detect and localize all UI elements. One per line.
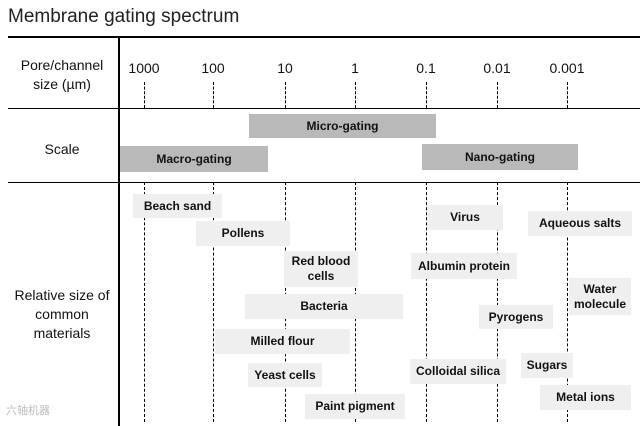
tick-label: 1000 bbox=[128, 60, 160, 76]
material-label-yeast-cells: Yeast cells bbox=[248, 363, 322, 387]
dashed-guide-lower bbox=[144, 182, 145, 422]
row-divider-1 bbox=[8, 108, 640, 109]
row-label-size: Pore/channel size (µm) bbox=[20, 57, 104, 92]
material-label-beach-sand: Beach sand bbox=[133, 194, 222, 218]
row-label-scale: Scale bbox=[44, 141, 80, 157]
micro-gating-bar: Micro-gating bbox=[249, 114, 436, 138]
material-label-colloidal-silica: Colloidal silica bbox=[410, 359, 506, 384]
dashed-guide-upper bbox=[213, 82, 214, 108]
tick-label: 100 bbox=[201, 60, 225, 76]
tick-label: 0.01 bbox=[483, 60, 511, 76]
tick-label: 0.1 bbox=[416, 60, 436, 76]
watermark: 六轴机器 bbox=[6, 405, 50, 417]
material-label-milled-flour: Milled flour bbox=[215, 329, 350, 354]
material-label-bacteria: Bacteria bbox=[245, 294, 403, 319]
material-label-red-blood-cells: Red blood cells bbox=[284, 251, 358, 287]
dashed-guide-lower bbox=[426, 182, 427, 422]
material-label-paint-pigment: Paint pigment bbox=[305, 394, 405, 419]
material-label-metal-ions: Metal ions bbox=[540, 385, 631, 410]
material-label-albumin-protein: Albumin protein bbox=[411, 253, 517, 279]
row-label-materials: Relative size of common materials bbox=[14, 287, 110, 341]
nano-gating-bar: Nano-gating bbox=[422, 144, 578, 170]
material-label-pyrogens: Pyrogens bbox=[479, 305, 553, 329]
macro-gating-bar: Macro-gating bbox=[120, 146, 268, 172]
diagram-title: Membrane gating spectrum bbox=[8, 6, 240, 27]
dashed-guide-upper bbox=[285, 82, 286, 108]
dashed-guide-upper bbox=[144, 82, 145, 108]
dashed-guide-upper bbox=[497, 82, 498, 108]
dashed-guide-lower bbox=[567, 182, 568, 422]
material-label-water-molecule: Water molecule bbox=[569, 278, 631, 315]
material-label-sugars: Sugars bbox=[521, 353, 573, 378]
tick-label: 0.001 bbox=[549, 60, 585, 76]
label-column-divider bbox=[118, 36, 120, 426]
dashed-guide-lower bbox=[213, 182, 214, 422]
tick-label: 1 bbox=[351, 60, 359, 76]
dashed-guide-upper bbox=[567, 82, 568, 108]
tick-label: 10 bbox=[277, 60, 293, 76]
material-label-virus: Virus bbox=[427, 205, 503, 230]
dashed-guide-upper bbox=[426, 82, 427, 108]
material-label-aqueous-salts: Aqueous salts bbox=[528, 211, 632, 236]
dashed-guide-lower bbox=[497, 182, 498, 422]
dashed-guide-upper bbox=[355, 82, 356, 108]
top-border bbox=[8, 36, 640, 38]
material-label-pollens: Pollens bbox=[196, 221, 290, 246]
row-divider-2 bbox=[8, 182, 640, 183]
